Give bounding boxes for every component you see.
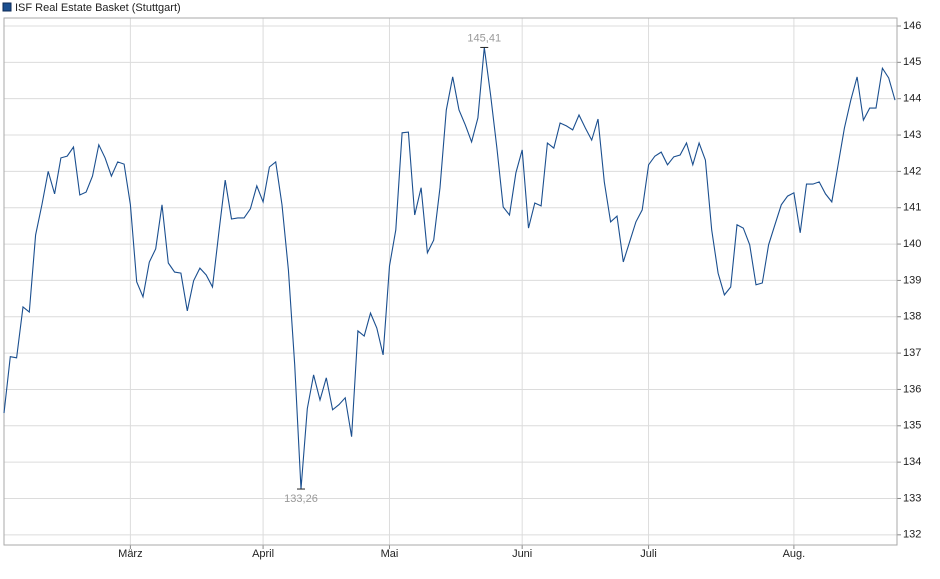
x-tick-label: Juni	[512, 548, 532, 560]
y-tick-label: 135	[903, 420, 921, 432]
y-tick-label: 142	[903, 165, 921, 177]
value-label: 145,41	[467, 32, 501, 44]
y-tick-label: 143	[903, 129, 921, 141]
y-tick-label: 137	[903, 347, 921, 359]
y-tick-label: 139	[903, 274, 921, 286]
value-label: 133,26	[284, 493, 318, 505]
plot-frame	[3, 17, 898, 546]
x-tick-label: Aug.	[783, 548, 806, 560]
price-line	[3, 47, 896, 490]
x-tick-label: April	[252, 548, 274, 560]
y-tick-label: 140	[903, 238, 921, 250]
y-tick-label: 145	[903, 56, 921, 68]
y-tick-label: 141	[903, 202, 921, 214]
legend-swatch	[2, 2, 12, 12]
x-tick-label: Mai	[381, 548, 399, 560]
legend-label: ISF Real Estate Basket (Stuttgart)	[15, 2, 181, 14]
y-tick-label: 138	[903, 311, 921, 323]
y-tick-label: 133	[903, 492, 921, 504]
x-tick-label: Juli	[640, 548, 657, 560]
y-tick-label: 132	[903, 529, 921, 541]
y-tick-label: 136	[903, 383, 921, 395]
y-tick-label: 144	[903, 93, 921, 105]
x-tick-label: März	[118, 548, 142, 560]
y-tick-label: 134	[903, 456, 921, 468]
y-tick-label: 146	[903, 20, 921, 32]
